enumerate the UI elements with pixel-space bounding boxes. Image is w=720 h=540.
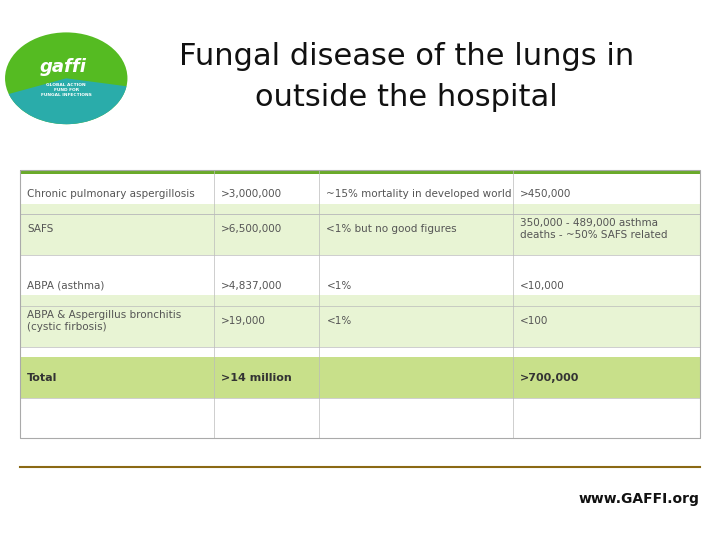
Bar xyxy=(319,266,513,306)
Text: outside the hospital: outside the hospital xyxy=(256,83,558,112)
Bar xyxy=(513,174,700,214)
Bar xyxy=(513,204,700,255)
Bar xyxy=(20,357,214,398)
Bar xyxy=(214,266,319,306)
Text: Fungal disease of the lungs in: Fungal disease of the lungs in xyxy=(179,42,634,71)
Bar xyxy=(20,170,214,214)
Bar xyxy=(513,295,700,347)
Bar xyxy=(513,266,700,306)
Text: Annual case fatality rate: Annual case fatality rate xyxy=(326,187,481,197)
Text: <10,000: <10,000 xyxy=(520,281,565,291)
Bar xyxy=(214,295,319,347)
Text: >6,500,000: >6,500,000 xyxy=(221,224,282,234)
Text: www.GAFFI.org: www.GAFFI.org xyxy=(579,492,700,507)
Text: Total: Total xyxy=(27,373,58,383)
Text: <100: <100 xyxy=(520,316,549,326)
Text: >450,000: >450,000 xyxy=(520,189,572,199)
Bar xyxy=(214,204,319,255)
Text: <1%: <1% xyxy=(326,316,351,326)
Bar xyxy=(20,295,214,347)
Text: >700,000: >700,000 xyxy=(520,373,580,383)
Text: >14 million: >14 million xyxy=(221,373,292,383)
Bar xyxy=(20,170,700,438)
Text: Fungal infection: Fungal infection xyxy=(27,187,128,197)
Text: Chronic pulmonary aspergillosis: Chronic pulmonary aspergillosis xyxy=(27,189,195,199)
Bar xyxy=(20,174,214,214)
Circle shape xyxy=(5,32,127,124)
Text: 350,000 - 489,000 asthma
deaths - ~50% SAFS related: 350,000 - 489,000 asthma deaths - ~50% S… xyxy=(520,218,667,240)
Bar xyxy=(513,357,700,398)
Text: ABPA (asthma): ABPA (asthma) xyxy=(27,281,104,291)
Bar xyxy=(319,204,513,255)
Text: gaffi: gaffi xyxy=(39,58,86,77)
Text: GLOBAL ACTION
FUND FOR
FUNGAL INFECTIONS: GLOBAL ACTION FUND FOR FUNGAL INFECTIONS xyxy=(41,83,91,97)
Bar xyxy=(214,170,319,214)
Wedge shape xyxy=(9,78,127,124)
Text: ~15% mortality in developed world: ~15% mortality in developed world xyxy=(326,189,512,199)
Text: >19,000: >19,000 xyxy=(221,316,266,326)
Bar xyxy=(20,266,214,306)
Bar xyxy=(20,204,214,255)
Text: >4,837,000: >4,837,000 xyxy=(221,281,282,291)
Text: ABPA & Aspergillus bronchitis
(cystic firbosis): ABPA & Aspergillus bronchitis (cystic fi… xyxy=(27,310,181,332)
Bar xyxy=(319,295,513,347)
Text: >3,000,000: >3,000,000 xyxy=(221,189,282,199)
Bar xyxy=(214,174,319,214)
Text: <1% but no good figures: <1% but no good figures xyxy=(326,224,457,234)
Text: Annual burden: Annual burden xyxy=(221,187,313,197)
Text: SAFS: SAFS xyxy=(27,224,54,234)
Text: Estimated deaths: Estimated deaths xyxy=(520,187,629,197)
Bar xyxy=(513,170,700,214)
Bar xyxy=(319,174,513,214)
Bar xyxy=(319,357,513,398)
Bar xyxy=(319,170,513,214)
Bar xyxy=(214,357,319,398)
Text: <1%: <1% xyxy=(326,281,351,291)
